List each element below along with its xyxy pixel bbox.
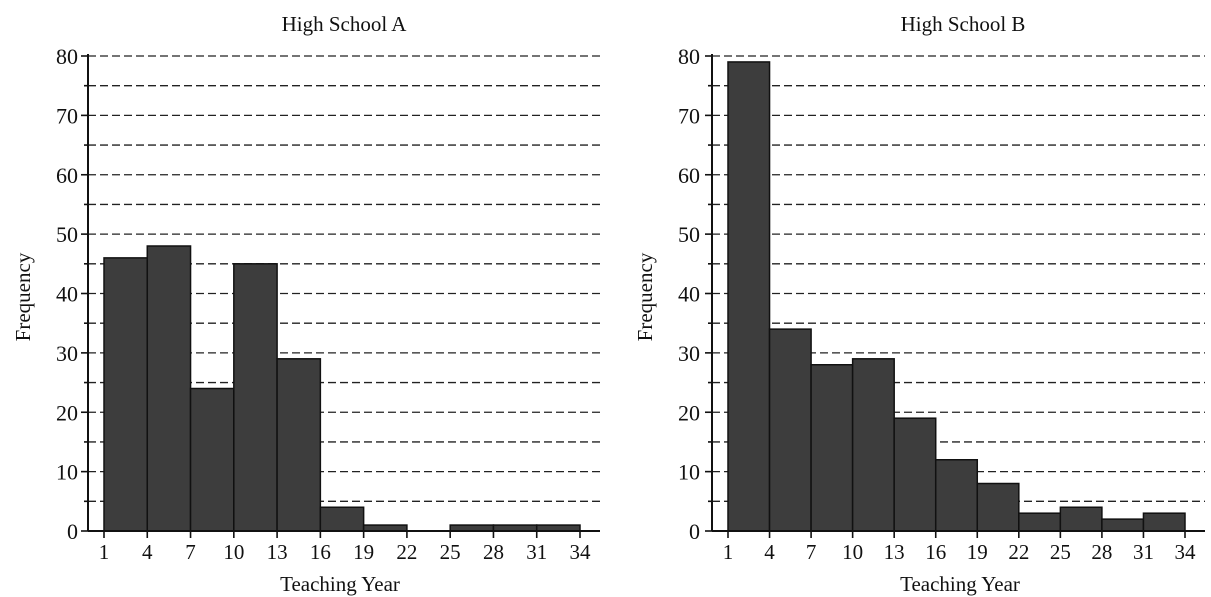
y-tick-label: 80 [56,44,78,69]
x-tick-label: 19 [353,540,374,564]
y-axis-label: Frequency [11,252,35,341]
x-tick-label: 22 [396,540,417,564]
x-tick-label: 4 [142,540,153,564]
x-tick-label: 31 [526,540,547,564]
y-tick-label: 60 [56,163,78,188]
x-tick-label: 1 [723,540,734,564]
chart-title: High School B [901,12,1026,36]
histogram-bar [727,61,771,532]
x-tick-label: 28 [483,540,504,564]
x-axis-label: Teaching Year [900,572,1020,596]
x-tick-label: 10 [842,540,863,564]
y-tick-label: 40 [56,282,78,307]
histogram-bar [189,387,235,532]
x-tick-label: 25 [1050,540,1071,564]
y-tick-label: 30 [678,341,700,366]
x-tick-label: 16 [310,540,331,564]
histogram-bar [851,358,895,532]
histogram-bar [1142,512,1186,532]
y-tick-label: 20 [678,400,700,425]
x-tick-label: 13 [884,540,905,564]
x-tick-label: 16 [925,540,946,564]
x-tick-label: 34 [1175,540,1197,564]
y-tick-label: 0 [689,519,700,544]
histogram-bar [103,257,149,532]
x-tick-label: 19 [967,540,988,564]
x-tick-label: 10 [223,540,244,564]
histogram-bar [768,328,812,532]
x-tick-label: 4 [764,540,775,564]
histogram-bar [233,263,278,532]
chart-title: High School A [282,12,408,36]
y-tick-label: 10 [56,460,78,485]
histogram-bar [1059,506,1103,532]
x-tick-label: 25 [440,540,461,564]
y-tick-label: 0 [67,519,78,544]
x-tick-label: 7 [806,540,817,564]
histogram-bar [1101,518,1145,532]
y-tick-label: 50 [678,222,700,247]
histogram-bar [934,459,979,532]
x-tick-label: 31 [1133,540,1154,564]
x-tick-label: 7 [185,540,196,564]
x-tick-label: 22 [1008,540,1029,564]
histogram-bar [893,417,937,532]
y-tick-label: 80 [678,44,700,69]
y-tick-label: 50 [56,222,78,247]
x-tick-label: 28 [1091,540,1112,564]
y-tick-label: 70 [56,103,78,128]
histogram-bar [319,506,365,532]
histogram-bar [276,358,322,532]
y-tick-label: 30 [56,341,78,366]
x-tick-label: 1 [99,540,110,564]
y-tick-label: 60 [678,163,700,188]
histogram-bar [1018,512,1062,532]
y-tick-label: 70 [678,103,700,128]
histogram-bar [146,245,192,532]
histogram-bar [976,482,1020,532]
histogram-panel-high-school-b: High School B Teaching Year Frequency 01… [633,12,1205,596]
x-tick-label: 34 [570,540,592,564]
y-tick-label: 10 [678,460,700,485]
histogram-bar [810,364,854,532]
x-axis-label: Teaching Year [280,572,400,596]
y-axis-label: Frequency [633,252,657,341]
histogram-panel-high-school-a: High School A Teaching Year Frequency 01… [11,12,600,596]
y-tick-label: 20 [56,400,78,425]
x-tick-label: 13 [267,540,288,564]
y-tick-label: 40 [678,282,700,307]
